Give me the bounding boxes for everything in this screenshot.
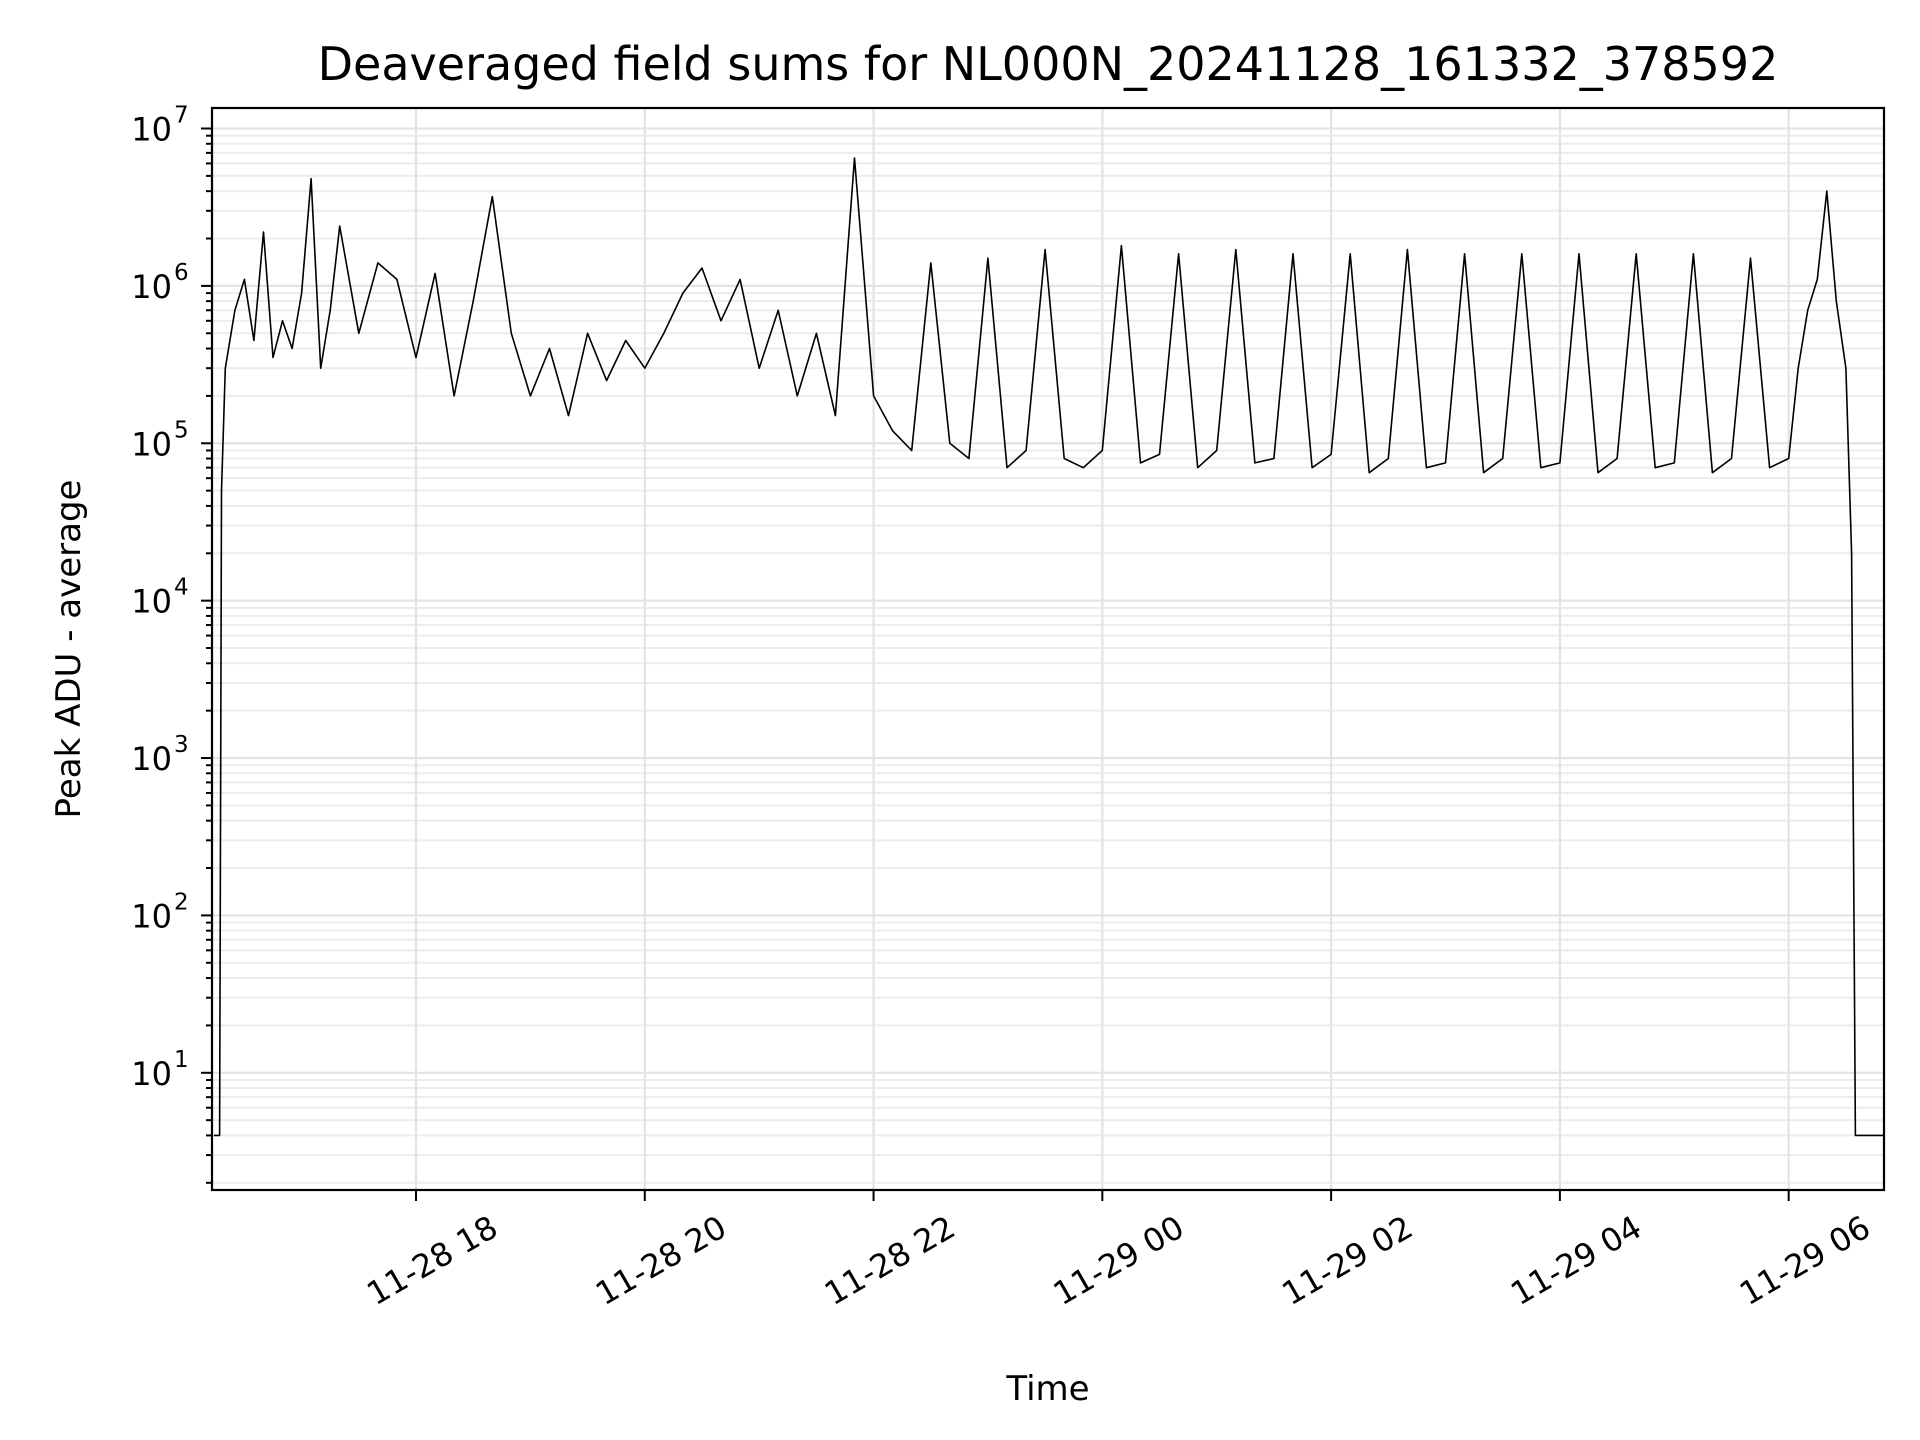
y-tick-exponent: 4: [174, 575, 189, 601]
y-tick-exponent: 6: [174, 260, 189, 286]
y-tick-label: 10: [131, 583, 172, 621]
grid-layer: [212, 108, 1884, 1190]
y-tick-label: 10: [131, 1055, 172, 1093]
chart-title: Deaveraged field sums for NL000N_2024112…: [318, 37, 1779, 91]
y-tick-label: 10: [131, 740, 172, 778]
y-tick-exponent: 1: [174, 1047, 189, 1073]
y-tick-exponent: 7: [174, 103, 189, 129]
y-tick-exponent: 2: [174, 889, 189, 915]
y-tick-label: 10: [131, 111, 172, 149]
y-tick-exponent: 5: [174, 417, 189, 443]
x-axis-label: Time: [1005, 1369, 1089, 1409]
y-axis-label: Peak ADU - average: [49, 480, 89, 819]
series-layer: [213, 157, 1884, 1137]
series-line: [213, 157, 1884, 1137]
y-tick-label: 10: [131, 897, 172, 935]
y-tick-exponent: 3: [174, 732, 189, 758]
y-tick-label: 10: [131, 425, 172, 463]
y-tick-label: 10: [131, 268, 172, 306]
